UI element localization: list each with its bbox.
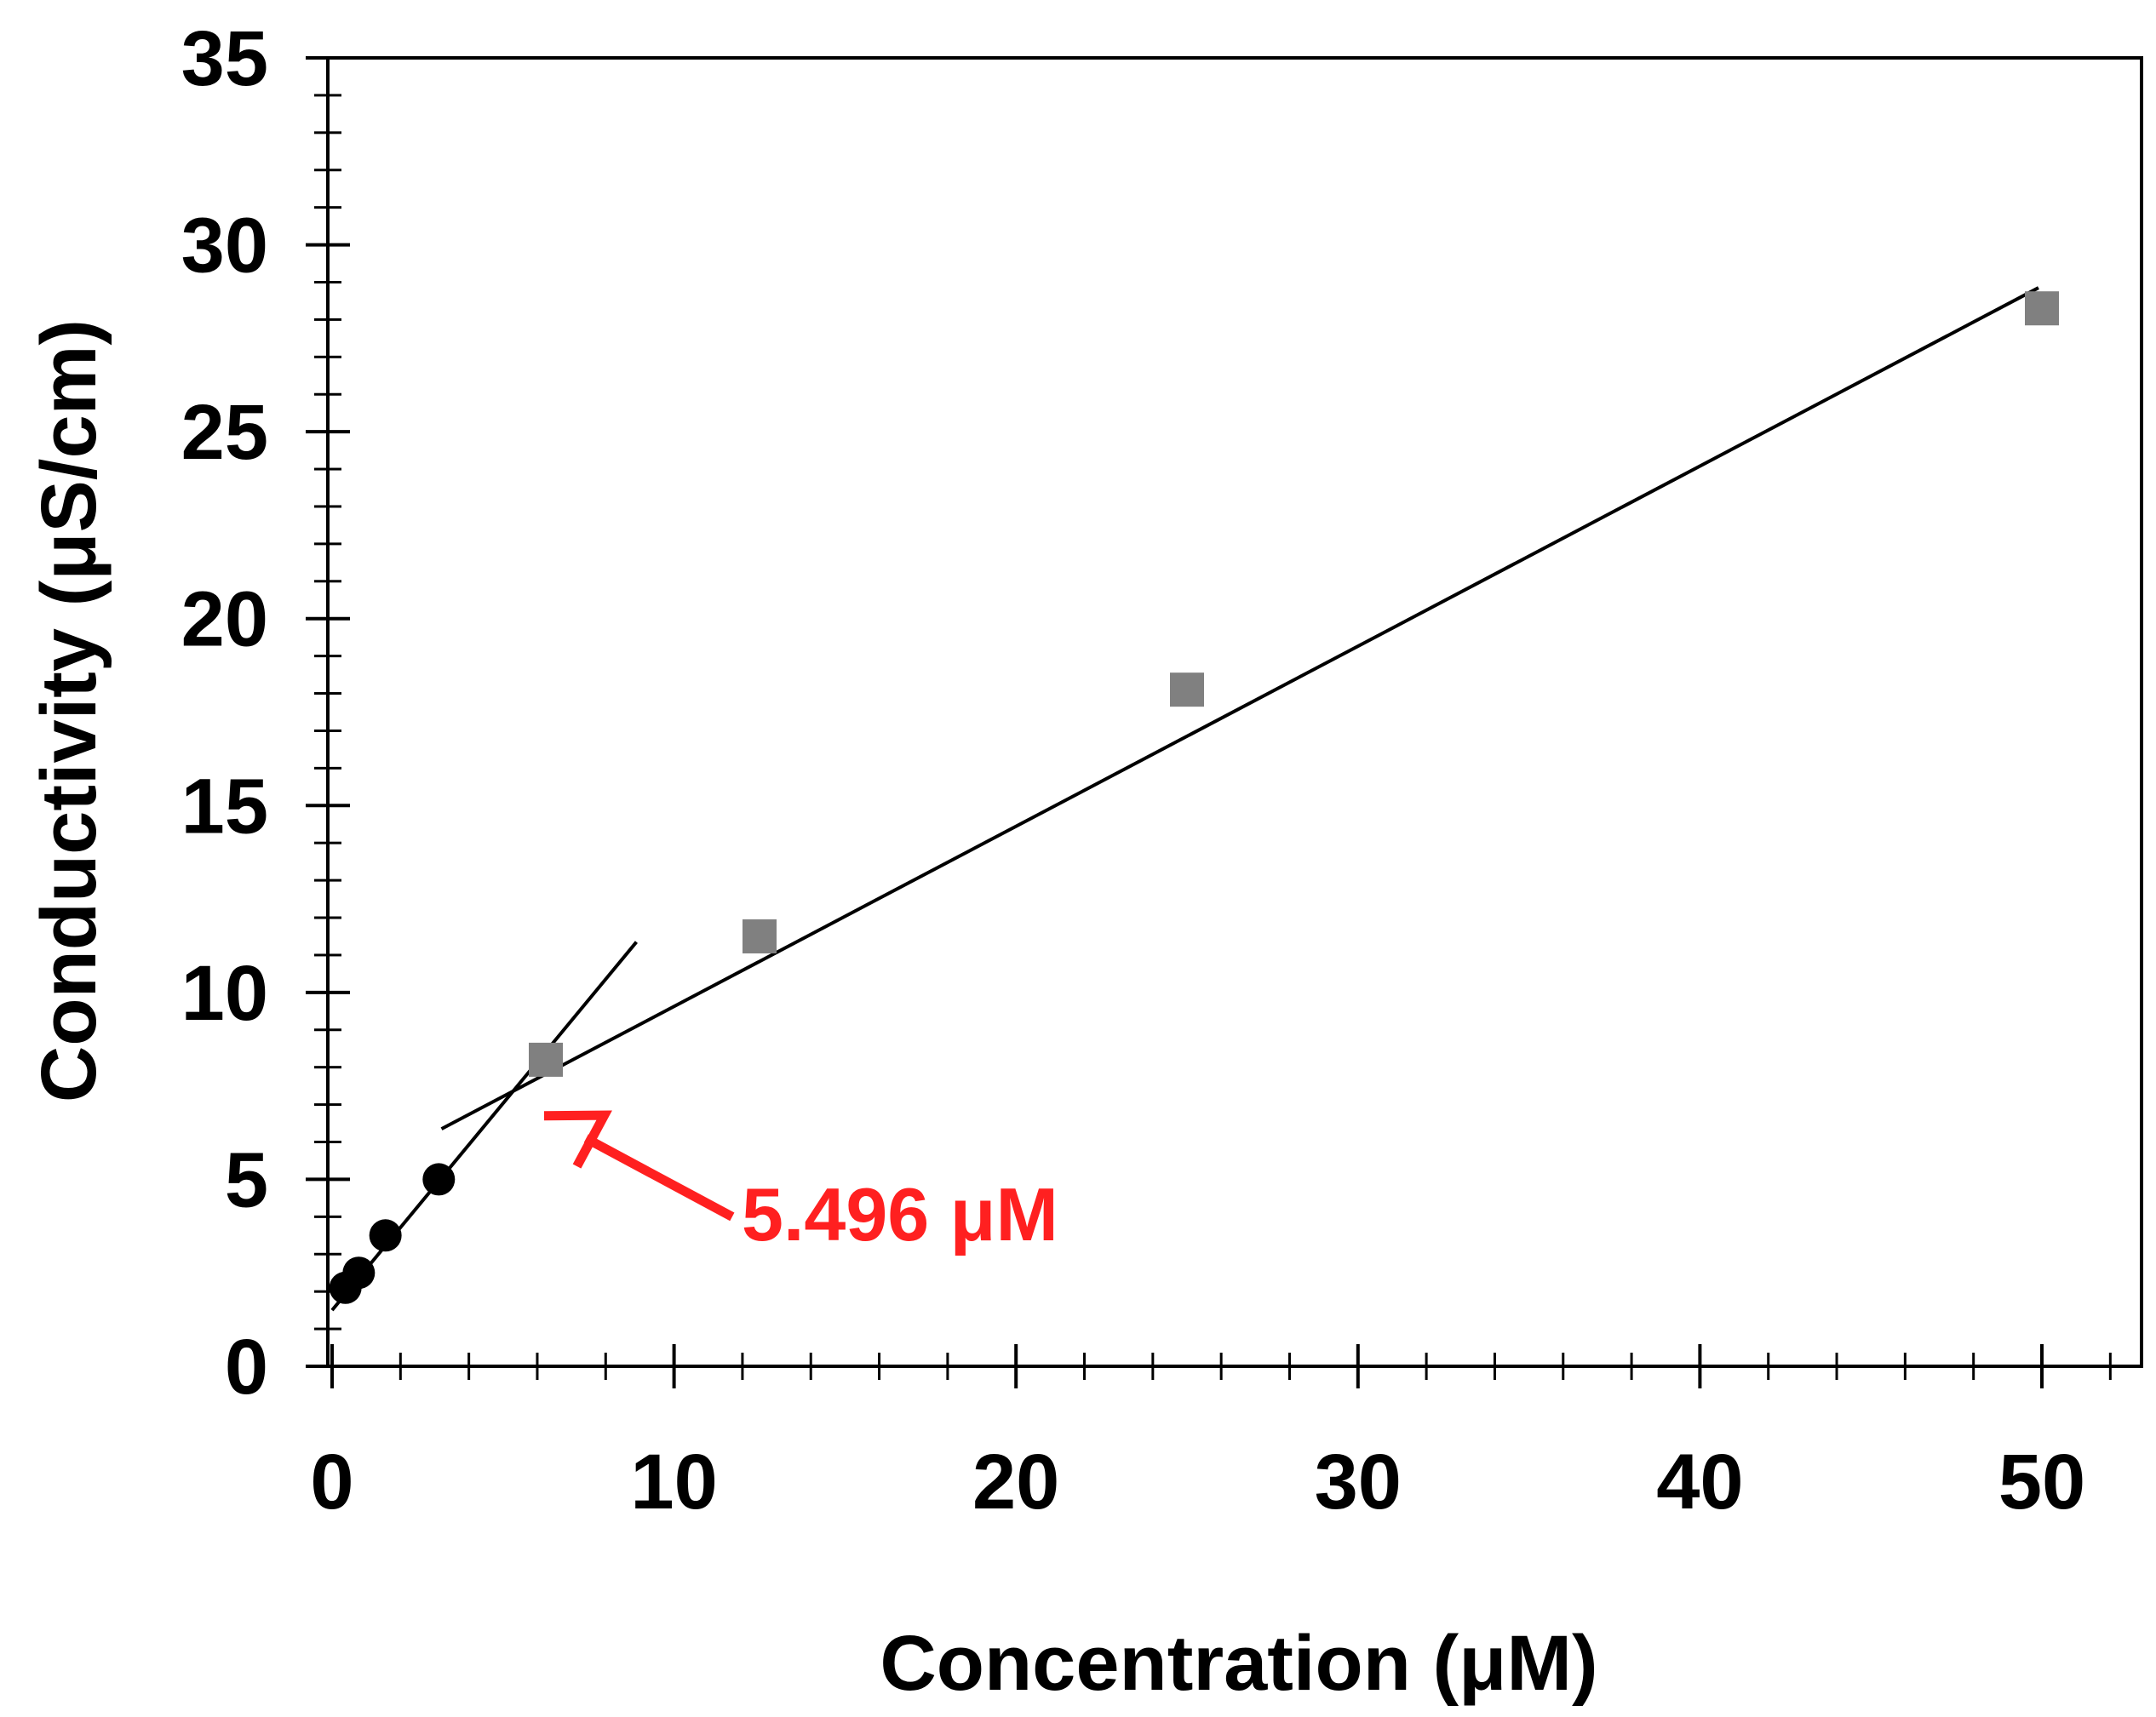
y-tick-label: 0 xyxy=(225,1324,268,1411)
x-axis-title: Concentration (μM) xyxy=(880,1620,1597,1707)
fit-line xyxy=(330,941,638,1312)
annotation-arrow-head xyxy=(543,1110,612,1169)
data-points xyxy=(329,291,2059,1304)
data-point-circle xyxy=(342,1256,376,1290)
x-tick-label: 10 xyxy=(630,1439,717,1525)
x-tick-label: 40 xyxy=(1656,1439,1743,1525)
plot-frame xyxy=(326,56,2143,1368)
data-point-square xyxy=(743,919,777,953)
tick-labels: 0 10 20 30 40 50 0 5 10 15 20 25 30 35 xyxy=(181,15,2086,1525)
annotation: 5.496 μM xyxy=(543,1110,1058,1256)
y-tick-label: 20 xyxy=(181,576,268,663)
y-tick-label: 30 xyxy=(181,203,268,289)
minor-ticks xyxy=(314,94,2112,1380)
annotation-label: 5.496 μM xyxy=(742,1172,1058,1256)
x-tick-label: 0 xyxy=(310,1439,353,1525)
y-tick-label: 5 xyxy=(225,1136,268,1223)
y-tick-label: 15 xyxy=(181,763,268,850)
y-axis-title: Conductivity (μS/cm) xyxy=(26,319,112,1102)
data-point-square xyxy=(1170,672,1204,707)
y-tick-label: 35 xyxy=(181,15,268,102)
data-point-square xyxy=(529,1042,563,1077)
x-tick-label: 20 xyxy=(972,1439,1059,1525)
annotation-arrow-shaft xyxy=(583,1134,735,1222)
major-ticks xyxy=(306,56,2044,1388)
x-tick-label: 30 xyxy=(1315,1439,1402,1525)
y-tick-label: 25 xyxy=(181,389,268,476)
x-tick-label: 50 xyxy=(1998,1439,2085,1525)
data-point-circle xyxy=(369,1219,402,1252)
data-point-square xyxy=(2025,291,2059,326)
y-tick-label: 10 xyxy=(181,950,268,1037)
fit-line xyxy=(440,286,2039,1130)
fit-lines xyxy=(330,286,2039,1312)
data-point-circle xyxy=(422,1163,456,1196)
